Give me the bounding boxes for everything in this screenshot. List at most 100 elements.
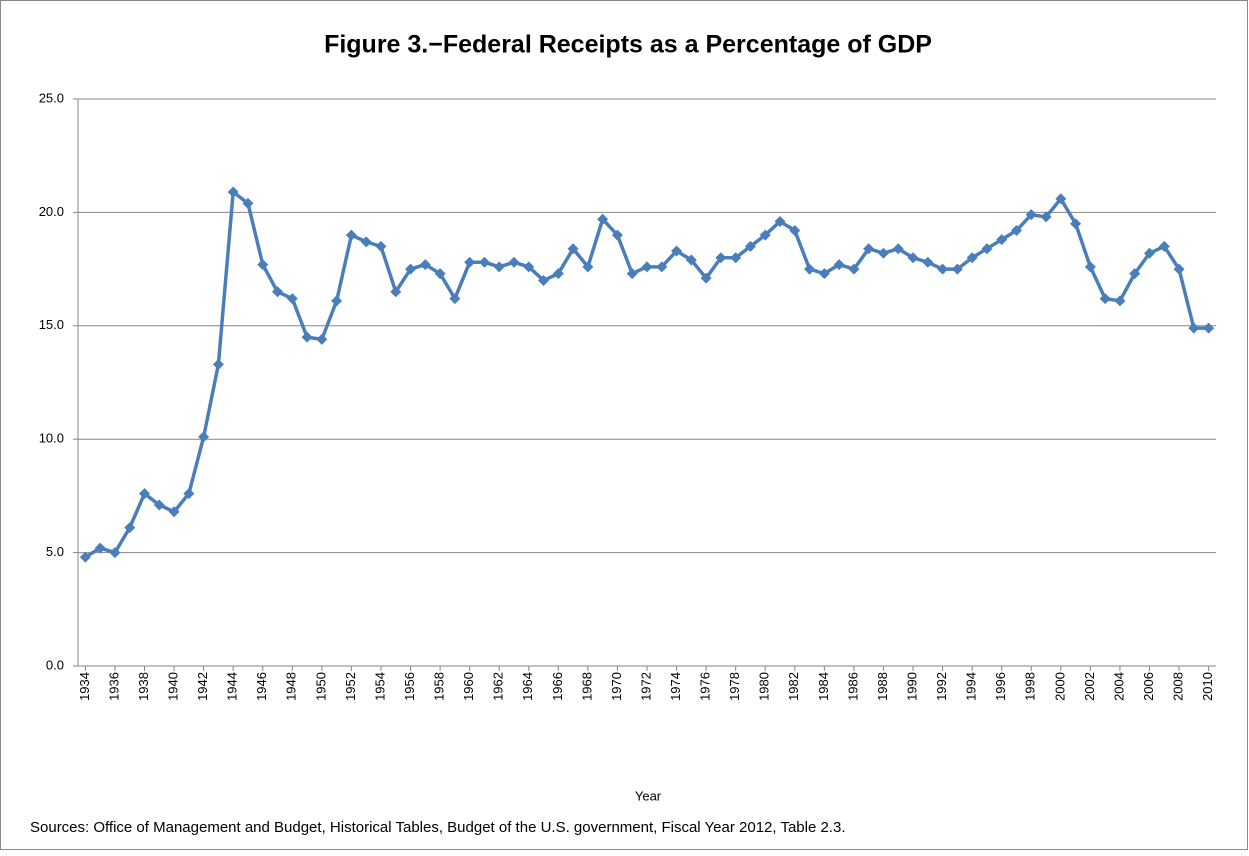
x-tick-label: 1988 bbox=[875, 672, 890, 701]
x-tick-label: 1966 bbox=[550, 672, 565, 701]
data-point bbox=[449, 293, 461, 305]
data-point bbox=[744, 240, 756, 252]
data-point bbox=[759, 229, 771, 241]
x-tick-label: 1958 bbox=[432, 672, 447, 701]
data-point bbox=[360, 236, 372, 248]
data-point bbox=[508, 256, 520, 268]
x-tick-label: 1944 bbox=[225, 672, 240, 701]
data-point bbox=[1114, 295, 1126, 307]
data-point bbox=[198, 431, 210, 443]
data-point bbox=[227, 186, 239, 198]
data-point bbox=[730, 252, 742, 264]
data-point bbox=[139, 488, 151, 500]
x-tick-label: 1968 bbox=[579, 672, 594, 701]
data-point bbox=[863, 243, 875, 255]
data-point bbox=[168, 506, 180, 518]
data-point bbox=[552, 268, 564, 280]
data-point bbox=[1188, 322, 1200, 334]
data-point bbox=[892, 243, 904, 255]
x-tick-label: 1938 bbox=[136, 672, 151, 701]
x-tick-label: 1972 bbox=[638, 672, 653, 701]
data-point bbox=[804, 263, 816, 275]
x-tick-label: 1994 bbox=[964, 672, 979, 701]
data-point bbox=[242, 197, 254, 209]
data-point bbox=[1010, 225, 1022, 237]
data-point bbox=[375, 240, 387, 252]
data-point bbox=[715, 252, 727, 264]
x-tick-label: 1998 bbox=[1023, 672, 1038, 701]
data-point bbox=[1099, 293, 1111, 305]
y-tick-label: 15.0 bbox=[39, 317, 64, 332]
data-point bbox=[774, 215, 786, 227]
chart-title: Figure 3.−Federal Receipts as a Percenta… bbox=[324, 31, 932, 59]
y-tick-label: 0.0 bbox=[46, 657, 64, 672]
data-point bbox=[538, 274, 550, 286]
data-point bbox=[212, 358, 224, 370]
x-tick-label: 1936 bbox=[106, 672, 121, 701]
x-tick-label: 2002 bbox=[1082, 672, 1097, 701]
data-point bbox=[937, 263, 949, 275]
x-tick-label: 1948 bbox=[284, 672, 299, 701]
x-tick-label: 1942 bbox=[195, 672, 210, 701]
data-point bbox=[1025, 209, 1037, 221]
data-point bbox=[877, 247, 889, 259]
data-point bbox=[345, 229, 357, 241]
x-tick-label: 1976 bbox=[698, 672, 713, 701]
data-point bbox=[272, 286, 284, 298]
x-tick-label: 1956 bbox=[402, 672, 417, 701]
data-point bbox=[1173, 263, 1185, 275]
x-tick-label: 1996 bbox=[993, 672, 1008, 701]
x-tick-label: 1964 bbox=[520, 672, 535, 701]
x-axis-label: Year bbox=[635, 788, 662, 803]
x-tick-label: 1940 bbox=[166, 672, 181, 701]
data-point bbox=[789, 225, 801, 237]
x-tick-label: 1982 bbox=[786, 672, 801, 701]
x-tick-label: 1954 bbox=[372, 672, 387, 701]
y-tick-label: 10.0 bbox=[39, 431, 64, 446]
x-tick-label: 1974 bbox=[668, 672, 683, 701]
data-point bbox=[833, 259, 845, 271]
y-tick-label: 5.0 bbox=[46, 544, 64, 559]
data-point bbox=[390, 286, 402, 298]
data-point bbox=[1040, 211, 1052, 223]
data-point bbox=[996, 234, 1008, 246]
data-point bbox=[94, 542, 106, 554]
x-tick-label: 1946 bbox=[254, 672, 269, 701]
x-tick-label: 2000 bbox=[1052, 672, 1067, 701]
data-point bbox=[1055, 193, 1067, 205]
data-point bbox=[124, 522, 136, 534]
data-point bbox=[183, 488, 195, 500]
data-point bbox=[641, 261, 653, 273]
data-point bbox=[523, 261, 535, 273]
x-tick-label: 1978 bbox=[727, 672, 742, 701]
data-point bbox=[419, 259, 431, 271]
data-point bbox=[434, 268, 446, 280]
data-point bbox=[848, 263, 860, 275]
data-point bbox=[671, 245, 683, 257]
data-point bbox=[582, 261, 594, 273]
source-note: Sources: Office of Management and Budget… bbox=[30, 819, 846, 836]
data-point bbox=[685, 254, 697, 266]
x-tick-label: 2004 bbox=[1111, 672, 1126, 701]
data-point bbox=[567, 243, 579, 255]
y-tick-label: 25.0 bbox=[39, 90, 64, 105]
data-point bbox=[1070, 218, 1082, 230]
data-point bbox=[1084, 261, 1096, 273]
data-point bbox=[464, 256, 476, 268]
x-tick-label: 1980 bbox=[757, 672, 772, 701]
data-point bbox=[79, 551, 91, 563]
x-tick-label: 1970 bbox=[609, 672, 624, 701]
data-point bbox=[981, 243, 993, 255]
data-point bbox=[626, 268, 638, 280]
x-tick-label: 1934 bbox=[77, 672, 92, 701]
x-tick-label: 1984 bbox=[816, 672, 831, 701]
data-point bbox=[922, 256, 934, 268]
data-point bbox=[966, 252, 978, 264]
data-point bbox=[153, 499, 165, 511]
data-point bbox=[316, 333, 328, 345]
x-tick-label: 1992 bbox=[934, 672, 949, 701]
data-point bbox=[478, 256, 490, 268]
data-point bbox=[331, 295, 343, 307]
data-point bbox=[818, 268, 830, 280]
